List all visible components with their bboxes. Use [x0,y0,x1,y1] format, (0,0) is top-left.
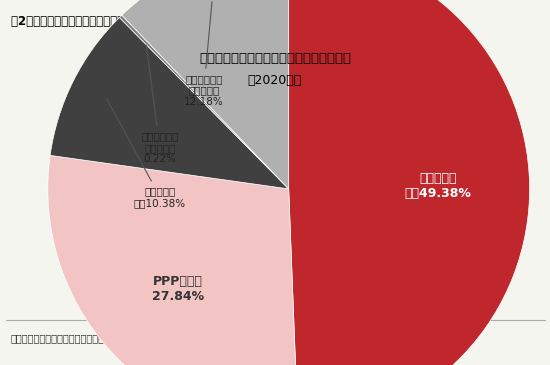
Text: 不同形式的地方政府隐性债务规模可能占比: 不同形式的地方政府隐性债务规模可能占比 [199,52,351,65]
Text: 地方商业银行
违规融资，
0.22%: 地方商业银行 违规融资， 0.22% [141,45,179,164]
Text: PPP项目，
27.84%: PPP项目， 27.84% [152,275,204,303]
Text: 地方国有企业
违规负债，
12.18%: 地方国有企业 违规负债， 12.18% [184,2,224,107]
Text: 地方融资平
台，49.38%: 地方融资平 台，49.38% [405,172,471,200]
Wedge shape [289,0,530,365]
Text: 图2：不同形式的地方政府隐性债务规模可能占比: 地方政府融资平台"占大头": 图2：不同形式的地方政府隐性债务规模可能占比: 地方政府融资平台"占大头" [11,15,265,28]
Wedge shape [122,0,289,189]
Wedge shape [119,15,289,189]
Text: （2020年）: （2020年） [248,74,302,87]
Text: 资料来源：《地方政府隐性债务的表现形式、规模测度及风险评估》(作者：沈坤荣、施宇），民生证券研究院: 资料来源：《地方政府隐性债务的表现形式、规模测度及风险评估》(作者：沈坤荣、施宇… [11,333,297,343]
Wedge shape [50,18,289,189]
Wedge shape [48,155,298,365]
Text: 政府购买服
务，10.38%: 政府购买服 务，10.38% [107,99,186,208]
